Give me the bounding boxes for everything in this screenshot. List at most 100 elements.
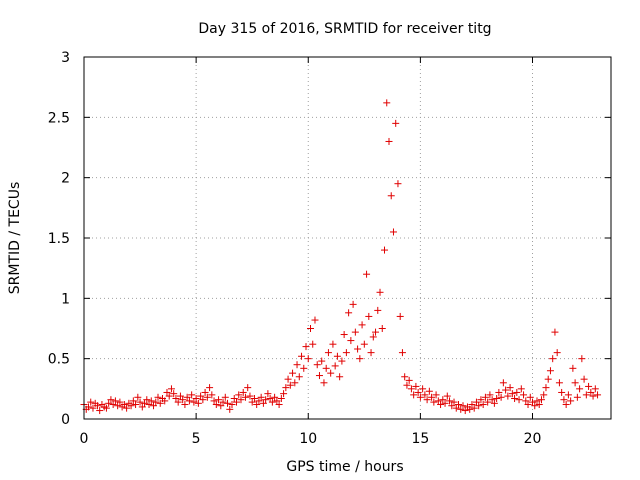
data-point [212, 401, 220, 409]
data-point [481, 393, 489, 401]
data-point [203, 393, 211, 401]
data-point [273, 397, 281, 405]
data-point [176, 392, 184, 400]
data-point [331, 362, 339, 370]
data-point [423, 396, 431, 404]
data-point [383, 99, 391, 107]
data-point [244, 384, 252, 392]
data-point [585, 382, 593, 390]
data-point [183, 393, 191, 401]
data-point [446, 397, 454, 405]
data-point [410, 391, 418, 399]
data-point [504, 392, 512, 400]
data-point [389, 228, 397, 236]
data-point [351, 328, 359, 336]
data-point [197, 392, 205, 400]
x-tick-label: 0 [80, 431, 89, 447]
data-point [405, 376, 413, 384]
data-point [443, 392, 451, 400]
data-point [170, 390, 178, 398]
data-point [268, 398, 276, 406]
data-point [495, 388, 503, 396]
data-point [239, 388, 247, 396]
data-point [235, 391, 243, 399]
data-point [123, 404, 131, 412]
data-point [367, 349, 375, 357]
data-point [587, 388, 595, 396]
data-point [477, 396, 485, 404]
data-point [190, 398, 198, 406]
data-point [282, 384, 290, 392]
data-point [324, 349, 332, 357]
data-point [542, 384, 550, 392]
data-point [259, 399, 267, 407]
data-point [250, 394, 258, 402]
data-point [502, 386, 510, 394]
data-point [506, 384, 514, 392]
y-tick-label: 3 [61, 50, 70, 66]
data-point [300, 364, 308, 372]
data-point [322, 364, 330, 372]
data-point [553, 349, 561, 357]
data-point [437, 401, 445, 409]
data-point [562, 401, 570, 409]
data-point [87, 398, 95, 406]
data-point [338, 357, 346, 365]
data-point [132, 401, 140, 409]
data-point [537, 396, 545, 404]
data-point [147, 397, 155, 405]
data-point [232, 398, 240, 406]
data-point [524, 401, 532, 409]
data-point [93, 402, 101, 410]
data-point [580, 375, 588, 383]
data-point [381, 246, 389, 254]
data-point [107, 396, 115, 404]
data-point [394, 180, 402, 188]
data-point [167, 385, 175, 393]
data-point [161, 397, 169, 405]
data-point [206, 384, 214, 392]
data-point [145, 401, 153, 409]
data-point [576, 385, 584, 393]
data-point [284, 375, 292, 383]
data-point [511, 394, 519, 402]
data-point [302, 343, 310, 351]
data-point [136, 398, 144, 406]
y-tick-label: 0.5 [48, 352, 70, 368]
data-point [181, 401, 189, 409]
data-point [560, 396, 568, 404]
y-tick-label: 2 [61, 171, 70, 187]
data-point [246, 392, 254, 400]
data-point [315, 372, 323, 380]
data-point [109, 401, 117, 409]
data-point [569, 364, 577, 372]
data-point [499, 379, 507, 387]
data-point [486, 391, 494, 399]
data-point [311, 316, 319, 324]
data-point [479, 401, 487, 409]
data-point [230, 394, 238, 402]
data-point [419, 385, 427, 393]
data-point [425, 387, 433, 395]
data-point [313, 361, 321, 369]
data-point [493, 394, 501, 402]
y-tick-label: 1 [61, 291, 70, 307]
data-point [280, 390, 288, 398]
data-point [141, 399, 149, 407]
data-point [134, 393, 142, 401]
data-point [448, 402, 456, 410]
data-point [544, 375, 552, 383]
data-point [150, 402, 158, 410]
data-point [475, 402, 483, 410]
data-point [360, 340, 368, 348]
data-point [387, 192, 395, 200]
data-point [365, 312, 373, 320]
grid [84, 57, 611, 419]
data-point [154, 393, 162, 401]
data-point [549, 355, 557, 363]
data-point [372, 328, 380, 336]
data-point [217, 402, 225, 410]
data-point [165, 392, 173, 400]
data-point [535, 401, 543, 409]
